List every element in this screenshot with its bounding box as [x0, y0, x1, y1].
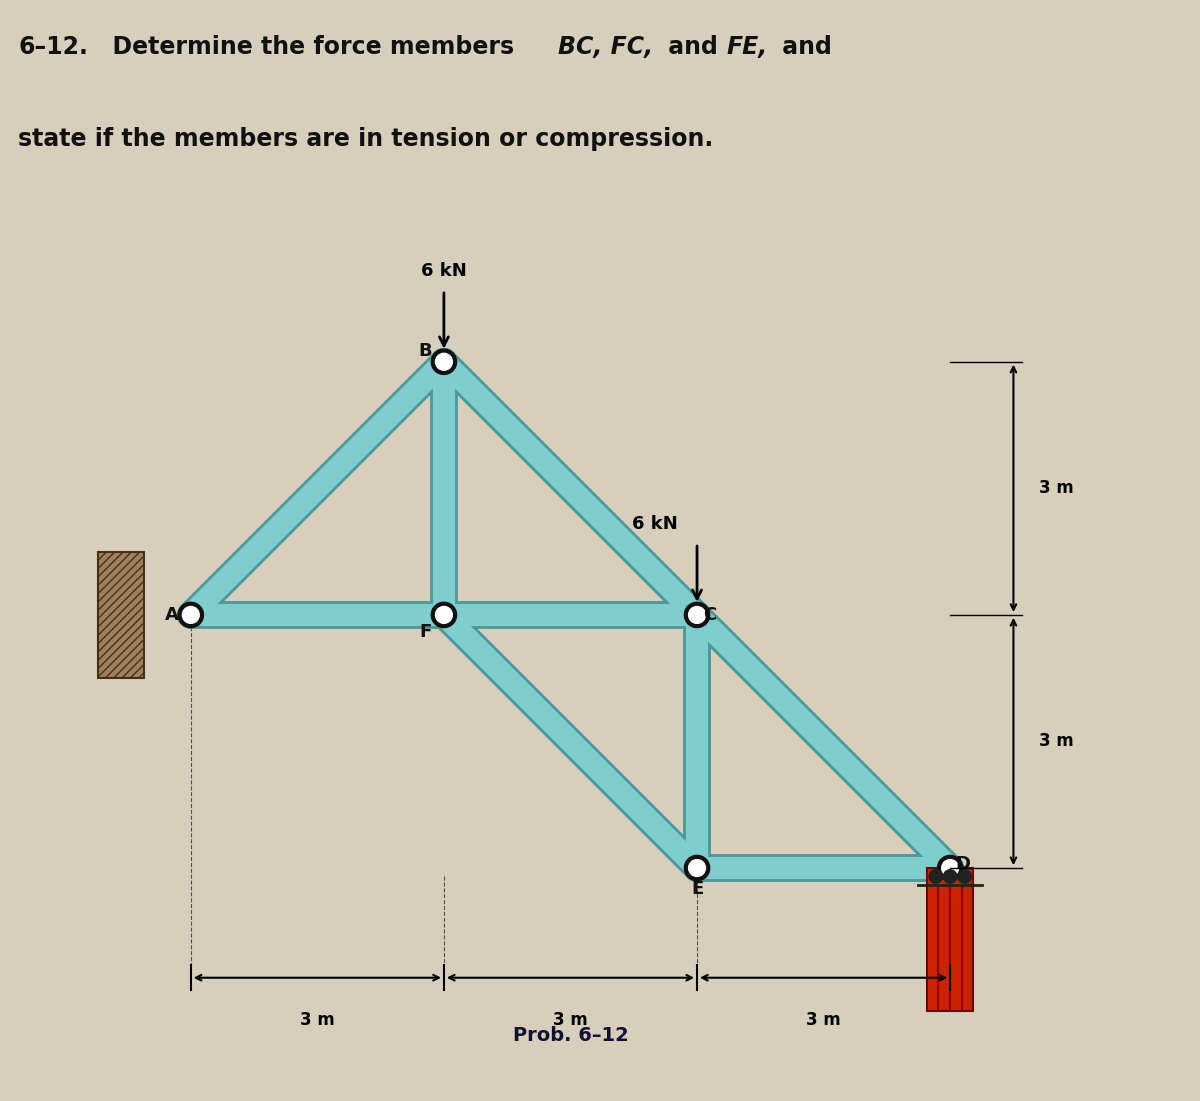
Circle shape — [431, 349, 456, 374]
Text: FE,: FE, — [726, 35, 767, 59]
Text: Determine the force members: Determine the force members — [96, 35, 522, 59]
Circle shape — [436, 353, 452, 370]
Text: B: B — [419, 341, 432, 360]
Circle shape — [182, 607, 199, 623]
Bar — [926, 868, 973, 1012]
Text: 3 m: 3 m — [553, 1012, 588, 1029]
Circle shape — [929, 870, 942, 883]
Text: 3 m: 3 m — [1039, 732, 1074, 751]
Circle shape — [943, 870, 956, 883]
Text: and: and — [660, 35, 726, 59]
Circle shape — [436, 607, 452, 623]
Text: 6–12.: 6–12. — [18, 35, 88, 59]
Text: state if the members are in tension or compression.: state if the members are in tension or c… — [18, 127, 713, 151]
Circle shape — [684, 855, 709, 881]
Circle shape — [178, 602, 204, 628]
Text: A: A — [166, 606, 179, 624]
Text: 6 kN: 6 kN — [632, 515, 678, 533]
Circle shape — [689, 860, 706, 876]
Text: 3 m: 3 m — [300, 1012, 335, 1029]
Circle shape — [689, 607, 706, 623]
Circle shape — [684, 602, 709, 628]
Text: C: C — [703, 606, 716, 624]
Text: and: and — [774, 35, 832, 59]
Text: 6 kN: 6 kN — [421, 262, 467, 280]
Circle shape — [937, 855, 962, 881]
Circle shape — [942, 860, 959, 876]
Text: 3 m: 3 m — [806, 1012, 841, 1029]
Text: F: F — [419, 623, 432, 641]
Bar — [98, 552, 144, 678]
Text: 3 m: 3 m — [1039, 479, 1074, 498]
Text: D: D — [955, 854, 971, 873]
Text: E: E — [691, 880, 703, 898]
Text: Prob. 6–12: Prob. 6–12 — [512, 1026, 629, 1045]
Circle shape — [431, 602, 456, 628]
Text: BC, FC,: BC, FC, — [558, 35, 653, 59]
Circle shape — [958, 870, 971, 883]
